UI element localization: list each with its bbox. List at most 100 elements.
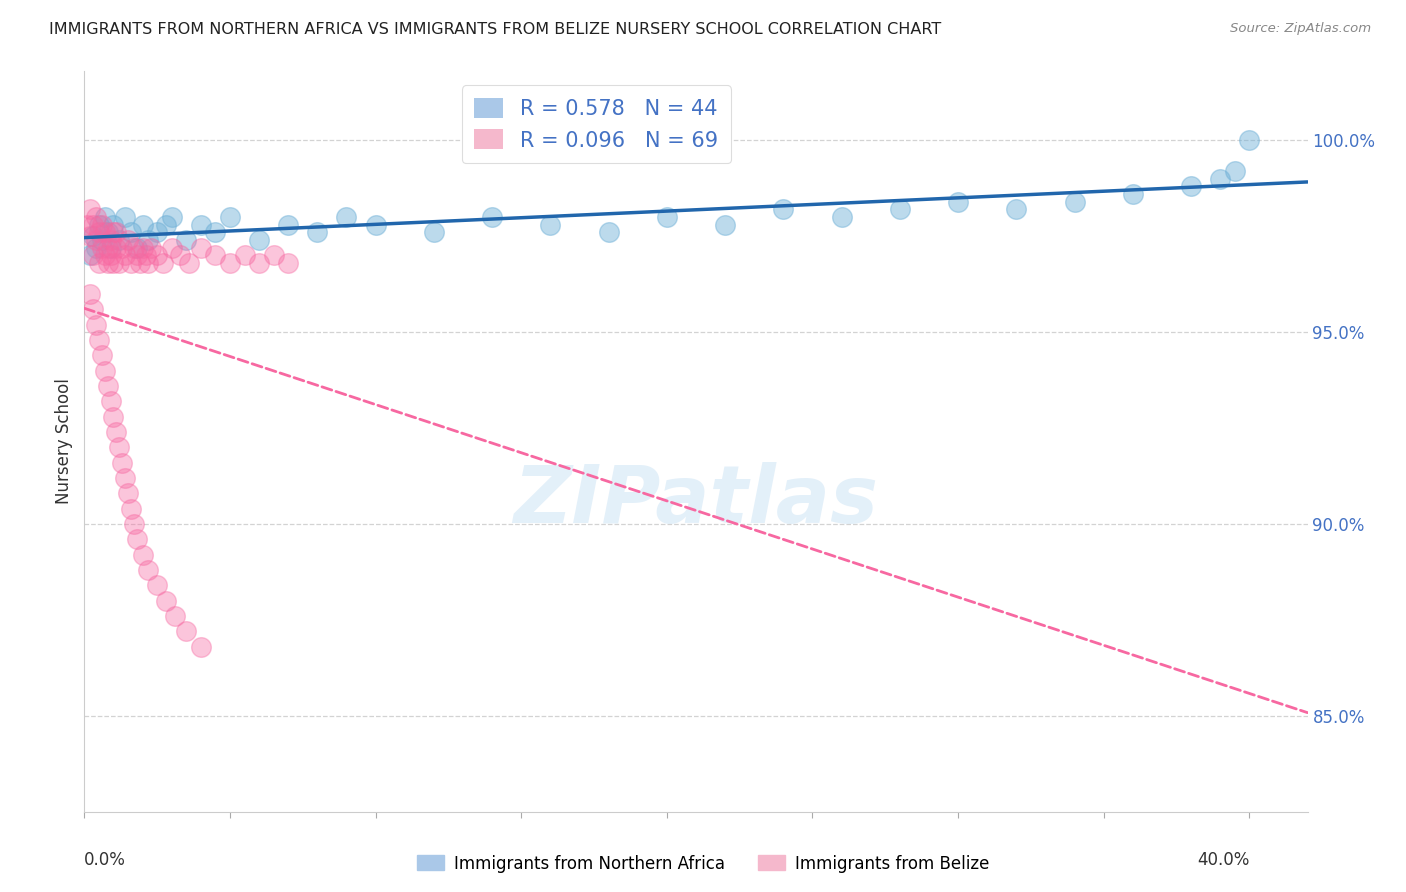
Point <box>105 226 128 240</box>
Text: 0.0%: 0.0% <box>84 851 127 869</box>
Point <box>103 218 125 232</box>
Point <box>538 218 561 232</box>
Point <box>82 248 104 262</box>
Point <box>117 233 139 247</box>
Point <box>481 210 503 224</box>
Point <box>90 348 112 362</box>
Point <box>105 241 128 255</box>
Point <box>1005 202 1028 217</box>
Point <box>100 233 122 247</box>
Point <box>97 256 120 270</box>
Point <box>87 333 110 347</box>
Point <box>108 233 131 247</box>
Point <box>100 394 122 409</box>
Point <box>204 226 226 240</box>
Point <box>93 210 115 224</box>
Point <box>163 609 186 624</box>
Point <box>79 202 101 217</box>
Point <box>120 256 142 270</box>
Point <box>103 256 125 270</box>
Point <box>79 248 101 262</box>
Point <box>93 363 115 377</box>
Point <box>93 248 115 262</box>
Text: 40.0%: 40.0% <box>1197 851 1250 869</box>
Point <box>1122 187 1144 202</box>
Point <box>1063 194 1085 209</box>
Point <box>131 548 153 562</box>
Point <box>114 210 136 224</box>
Point <box>103 226 125 240</box>
Point <box>1209 171 1232 186</box>
Point <box>82 302 104 317</box>
Point <box>138 233 160 247</box>
Point <box>772 202 794 217</box>
Point <box>190 241 212 255</box>
Point <box>84 233 107 247</box>
Point <box>125 241 148 255</box>
Point <box>82 218 104 232</box>
Point <box>364 218 387 232</box>
Point <box>90 218 112 232</box>
Point <box>117 486 139 500</box>
Point <box>146 248 169 262</box>
Point <box>219 256 242 270</box>
Point <box>125 248 148 262</box>
Point <box>233 248 256 262</box>
Point <box>160 210 183 224</box>
Point <box>146 578 169 592</box>
Point <box>1239 133 1261 147</box>
Point <box>84 241 107 255</box>
Point <box>97 379 120 393</box>
Point <box>128 256 150 270</box>
Point <box>120 226 142 240</box>
Point <box>889 202 911 217</box>
Point <box>84 210 107 224</box>
Point <box>79 286 101 301</box>
Point <box>76 218 98 232</box>
Point <box>146 226 169 240</box>
Point <box>93 226 115 240</box>
Point <box>125 533 148 547</box>
Point <box>141 241 163 255</box>
Point <box>1223 164 1246 178</box>
Point <box>108 440 131 454</box>
Point <box>111 456 134 470</box>
Point <box>122 516 145 531</box>
Point <box>90 241 112 255</box>
Point <box>100 248 122 262</box>
Point <box>423 226 446 240</box>
Point <box>277 218 299 232</box>
Point <box>247 233 270 247</box>
Point <box>131 241 153 255</box>
Point <box>174 233 197 247</box>
Point <box>122 241 145 255</box>
Point <box>97 241 120 255</box>
Point <box>190 640 212 654</box>
Point <box>103 409 125 424</box>
Text: ZIPatlas: ZIPatlas <box>513 462 879 540</box>
Point <box>655 210 678 224</box>
Point <box>247 256 270 270</box>
Point <box>131 218 153 232</box>
Point <box>152 256 174 270</box>
Point <box>82 229 104 244</box>
Point <box>100 241 122 255</box>
Point <box>179 256 201 270</box>
Point <box>160 241 183 255</box>
Point <box>204 248 226 262</box>
Point <box>111 241 134 255</box>
Text: IMMIGRANTS FROM NORTHERN AFRICA VS IMMIGRANTS FROM BELIZE NURSERY SCHOOL CORRELA: IMMIGRANTS FROM NORTHERN AFRICA VS IMMIG… <box>49 22 942 37</box>
Point <box>138 563 160 577</box>
Point <box>598 226 620 240</box>
Point <box>97 226 120 240</box>
Point <box>135 248 157 262</box>
Point <box>87 256 110 270</box>
Point <box>87 218 110 232</box>
Text: Source: ZipAtlas.com: Source: ZipAtlas.com <box>1230 22 1371 36</box>
Point <box>155 218 177 232</box>
Point <box>169 248 191 262</box>
Point <box>105 425 128 439</box>
Point <box>335 210 357 224</box>
Point <box>174 624 197 639</box>
Point <box>219 210 242 224</box>
